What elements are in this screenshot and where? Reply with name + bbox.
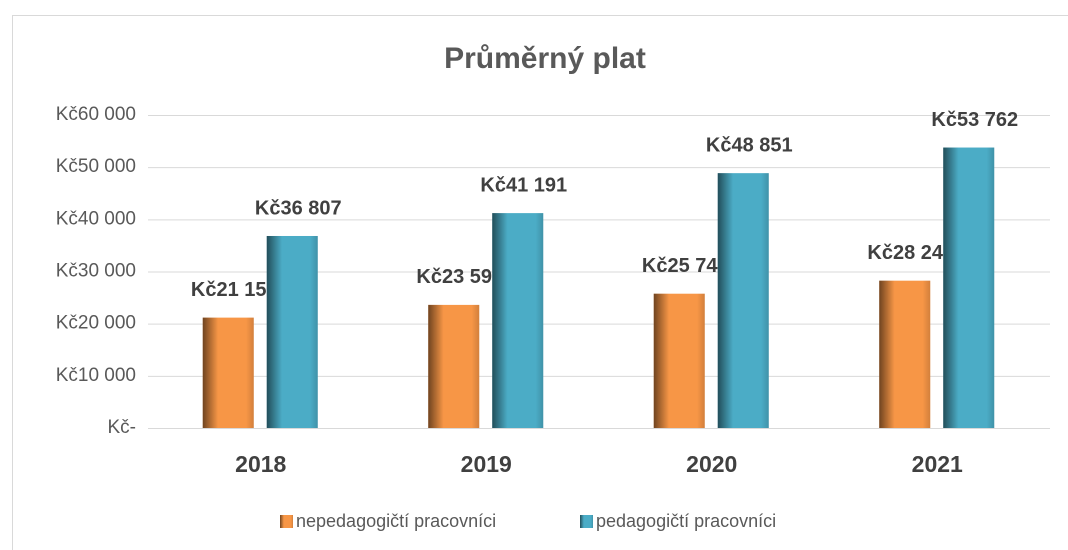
chart-title: Průměrný plat [444,42,646,75]
legend-label: pedagogičtí pracovníci [596,511,776,531]
y-tick-label: Kč- [108,417,137,438]
x-tick-label: 2019 [461,451,512,477]
bar-shade [428,304,480,428]
data-label: Kč21 159 [191,279,278,301]
data-label: Kč36 807 [255,197,342,219]
bar-shade [717,173,769,428]
x-tick-label: 2021 [912,451,963,477]
data-label: Kč28 240 [867,242,954,264]
y-tick-label: Kč40 000 [56,208,136,229]
bar-shade [266,235,318,428]
y-tick-label: Kč60 000 [56,104,136,125]
bar-shade [879,280,931,428]
bar-shade [653,293,705,428]
data-label: Kč53 762 [931,109,1018,131]
x-tick-label: 2020 [686,451,737,477]
data-label: Kč25 744 [642,255,730,277]
y-tick-label: Kč10 000 [56,365,136,386]
data-label: Kč23 599 [416,266,503,288]
y-tick-label: Kč50 000 [56,156,136,177]
bar-shade [202,317,254,428]
bar-shade [492,213,544,428]
legend-label: nepedagogičtí pracovníci [296,511,496,531]
y-tick-label: Kč20 000 [56,313,136,334]
data-label: Kč48 851 [706,134,793,156]
data-label: Kč41 191 [480,174,567,196]
legend-swatch-shade [280,515,293,528]
bar-shade [943,147,995,428]
x-tick-label: 2018 [235,451,286,477]
legend-swatch-shade [580,515,593,528]
y-tick-label: Kč30 000 [56,261,136,282]
